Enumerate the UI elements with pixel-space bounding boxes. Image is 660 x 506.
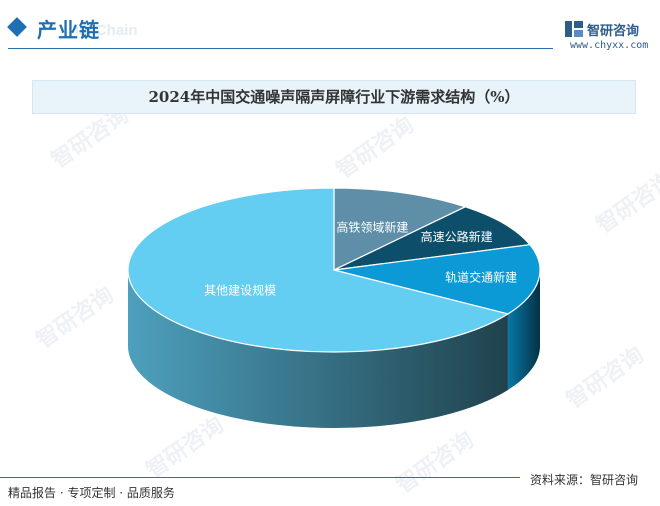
- footer-divider: [0, 477, 520, 478]
- slice-label-2: 轨道交通新建: [445, 269, 517, 284]
- chart-title: 2024年中国交通噪声隔声屏障行业下游需求结构（%）: [148, 88, 520, 106]
- brand-logo: 智研咨询 www.chyxx.com: [565, 20, 660, 51]
- section-header: ial Chain 产业链: [0, 0, 660, 60]
- slice-label-1: 高速公路新建: [421, 229, 493, 244]
- section-subtitle: ial Chain: [75, 22, 138, 39]
- header-divider: [8, 48, 553, 49]
- pie-slice-3: [127, 187, 510, 353]
- footer-source: 资料来源：智研咨询: [530, 473, 639, 487]
- logo-name: 智研咨询: [587, 24, 640, 39]
- chart-title-bar: 2024年中国交通噪声隔声屏障行业下游需求结构（%）: [32, 80, 636, 114]
- pie-side-3: [128, 270, 508, 428]
- pie-side-2: [507, 270, 540, 390]
- pie-slice-1: [333, 206, 532, 271]
- pie-slice-0: [333, 187, 467, 271]
- footer-tagline: 精品报告 · 专项定制 · 品质服务: [8, 486, 175, 500]
- logo-icon: [565, 21, 583, 37]
- slice-label-3: 其他建设规模: [204, 283, 276, 298]
- section-title: 产业链: [37, 18, 100, 42]
- logo-url: www.chyxx.com: [570, 40, 649, 51]
- slice-label-0: 高铁领域新建: [336, 220, 408, 235]
- pie-slice-2: [333, 244, 541, 315]
